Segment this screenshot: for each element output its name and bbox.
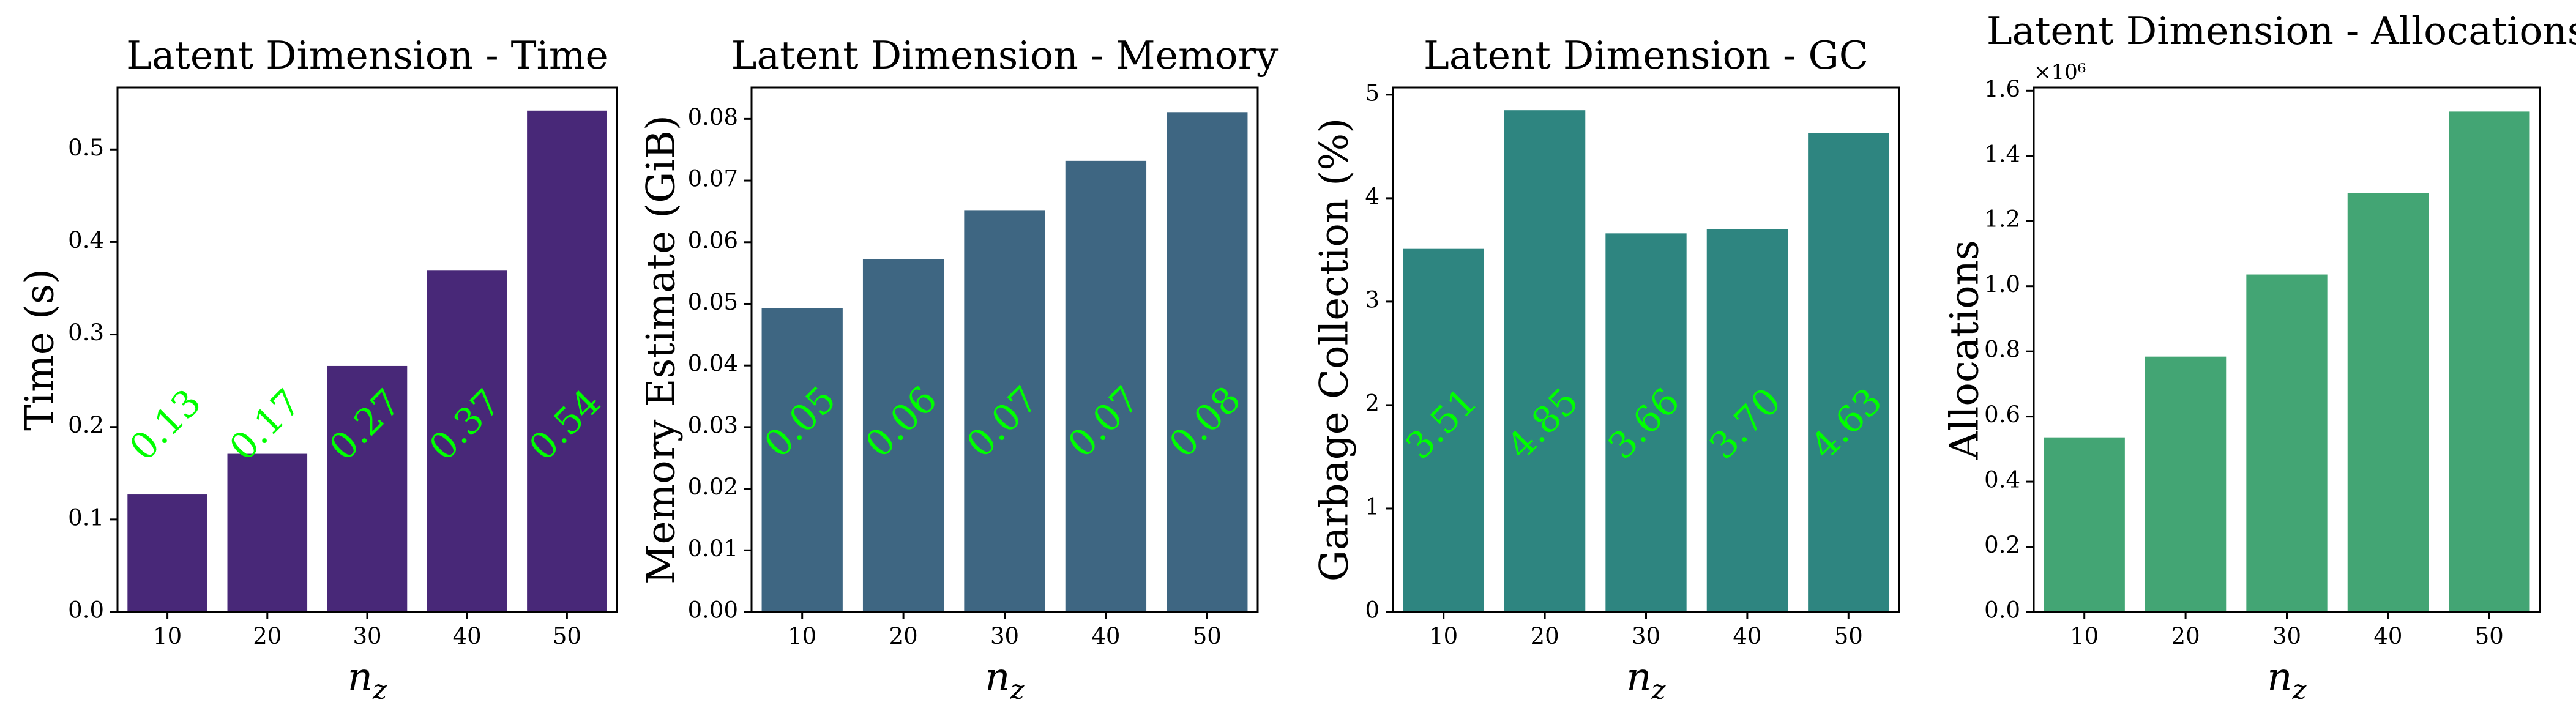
y-tick-label: 1.0 <box>1984 271 2020 297</box>
y-tick-label: 0 <box>1365 597 1379 624</box>
x-tick-label: 20 <box>889 623 918 649</box>
x-tick-label: 40 <box>453 623 482 649</box>
x-tick-label: 30 <box>2272 623 2301 649</box>
x-tick-label: 30 <box>990 623 1019 649</box>
y-tick-label: 0.3 <box>68 319 104 346</box>
x-tick-label: 40 <box>1733 623 1761 649</box>
chart-panel: 0.13 0.17 0.27 0.37 0.540.00.10.20.30.40.510… <box>18 33 618 706</box>
y-axis-label: Garbage Collection (%) <box>1312 118 1357 581</box>
bar <box>2449 111 2530 612</box>
bar <box>1065 160 1147 613</box>
y-tick-label: 0.03 <box>688 412 738 438</box>
x-axis-label: nz <box>348 655 387 706</box>
bar <box>327 365 408 612</box>
x-axis-label: nz <box>2267 655 2307 706</box>
bar <box>127 494 207 612</box>
bar <box>1605 233 1687 612</box>
y-tick-label: 0.5 <box>68 135 104 161</box>
x-tick-label: 10 <box>153 623 182 649</box>
y-tick-label: 0.06 <box>688 227 738 253</box>
x-tick-label: 20 <box>1531 623 1559 649</box>
y-tick-label: 2 <box>1365 390 1379 416</box>
y-tick-label: 0.01 <box>688 535 738 562</box>
chart-title: Latent Dimension - Memory <box>731 33 1279 78</box>
y-tick-label: 0.0 <box>1984 597 2020 624</box>
bar <box>761 308 843 612</box>
x-tick-label: 10 <box>1429 623 1458 649</box>
x-tick-label: 50 <box>553 623 581 649</box>
x-tick-label: 50 <box>1834 623 1863 649</box>
bar-value-label: 0.13 <box>121 381 209 469</box>
y-tick-label: 5 <box>1365 80 1379 106</box>
chart-panel: 0.0 0.2 0.4 0.6 0.8 1.0 1.2 1.4 1.6 10 20 30 40 50 Lat… <box>1943 9 2576 706</box>
y-axis-label: Allocations <box>1943 240 1988 460</box>
y-scale-offset-label: ×10⁶ <box>2034 60 2086 84</box>
x-axis-label: nz <box>985 655 1025 706</box>
y-tick-label: 3 <box>1365 286 1379 313</box>
x-tick-label: 20 <box>253 623 282 649</box>
bar <box>1167 112 1248 612</box>
chart-title: Latent Dimension - Time <box>126 33 608 78</box>
bar <box>527 110 607 612</box>
bar <box>2145 356 2227 612</box>
y-tick-label: 4 <box>1365 183 1379 209</box>
x-tick-label: 10 <box>2070 623 2099 649</box>
chart-title: Latent Dimension - GC <box>1424 33 1869 78</box>
bar <box>1504 110 1586 612</box>
bar <box>1808 133 1889 612</box>
y-tick-label: 0.2 <box>68 412 104 438</box>
y-axis-label: Memory Estimate (GiB) <box>639 115 684 584</box>
y-tick-label: 0.05 <box>688 289 738 315</box>
y-tick-label: 0.1 <box>68 504 104 531</box>
x-tick-label: 30 <box>1632 623 1660 649</box>
y-tick-label: 0.6 <box>1984 401 2020 428</box>
bar <box>964 210 1045 612</box>
y-tick-label: 1.4 <box>1984 141 2020 167</box>
bar <box>862 259 944 612</box>
x-tick-label: 50 <box>1193 623 1222 649</box>
x-tick-label: 40 <box>1091 623 1120 649</box>
bar <box>1403 248 1484 612</box>
x-tick-label: 10 <box>788 623 816 649</box>
x-tick-label: 40 <box>2373 623 2402 649</box>
y-tick-label: 1.2 <box>1984 206 2020 233</box>
y-tick-label: 1 <box>1365 493 1379 520</box>
y-axis-label: Time (s) <box>18 269 63 431</box>
y-tick-label: 0.2 <box>1984 532 2020 558</box>
x-tick-label: 30 <box>353 623 381 649</box>
bar <box>427 270 507 612</box>
y-tick-label: 0.0 <box>68 597 104 624</box>
chart-title: Latent Dimension - Allocations <box>1987 9 2576 53</box>
chart-panel: 0.05 0.06 0.07 0.07 0.080.000.010.020.030.04… <box>639 33 1279 706</box>
y-tick-label: 0.4 <box>68 227 104 253</box>
y-tick-label: 0.07 <box>688 166 738 192</box>
y-tick-label: 0.4 <box>1984 467 2020 493</box>
bar <box>1706 229 1788 612</box>
x-tick-label: 20 <box>2171 623 2200 649</box>
y-tick-label: 1.6 <box>1984 76 2020 102</box>
bar <box>2246 274 2328 612</box>
x-axis-label: nz <box>1626 655 1666 706</box>
bar <box>2044 437 2125 612</box>
y-tick-label: 0.02 <box>688 474 738 500</box>
bar <box>227 453 308 612</box>
y-tick-label: 0.8 <box>1984 337 2020 363</box>
y-tick-label: 0.08 <box>688 104 738 130</box>
y-tick-label: 0.00 <box>688 597 738 624</box>
x-tick-label: 50 <box>2475 623 2504 649</box>
bar <box>2347 193 2429 612</box>
y-tick-label: 0.04 <box>688 351 738 377</box>
